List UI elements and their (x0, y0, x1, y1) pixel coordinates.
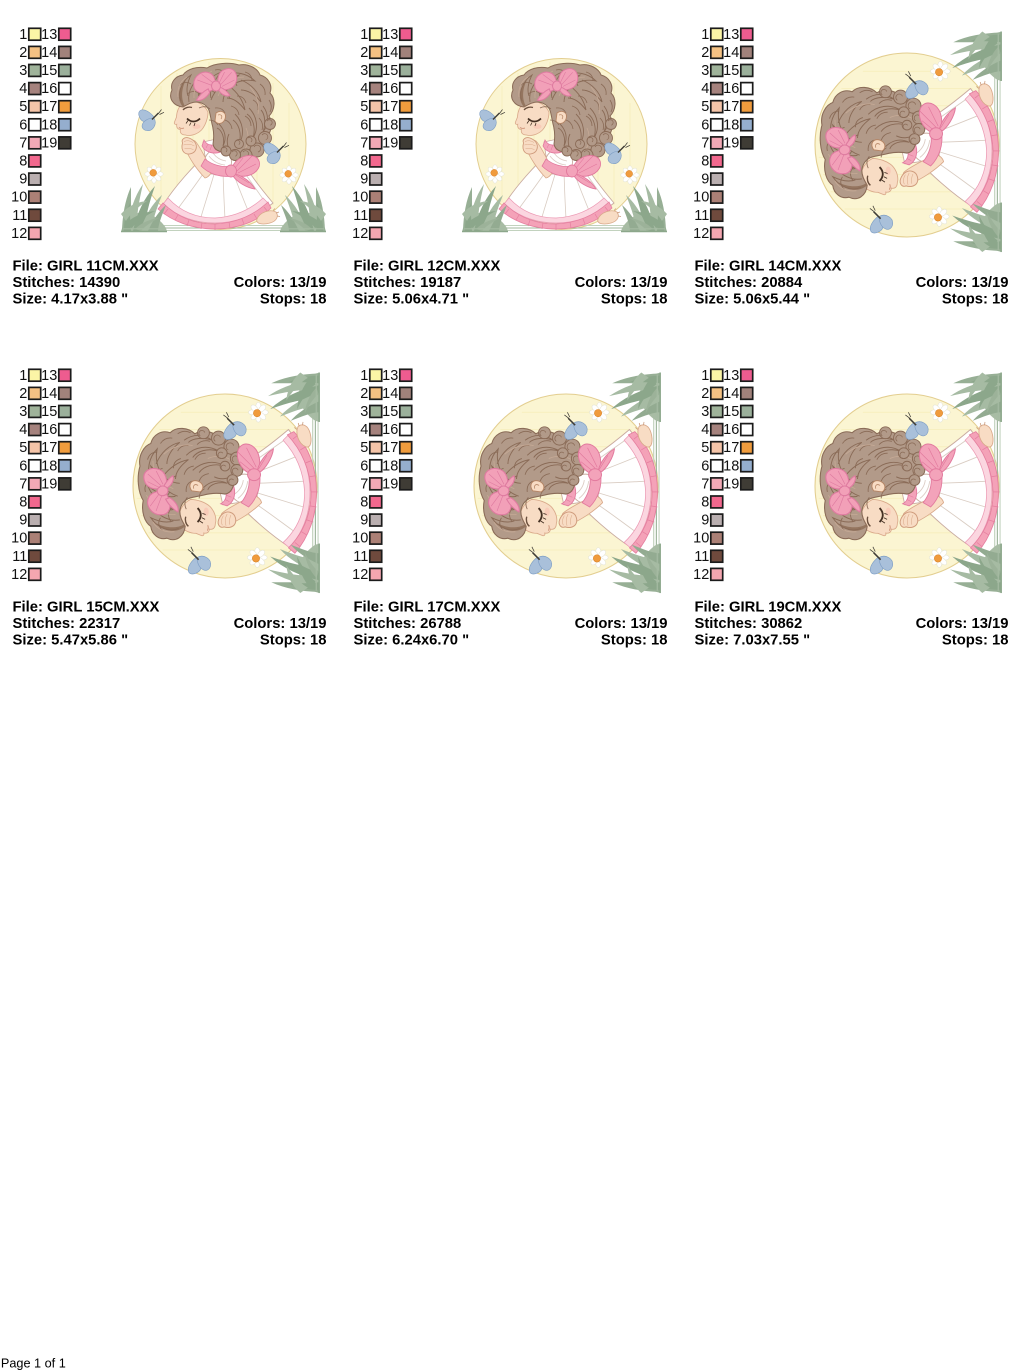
svg-text:Colors: 13/19: Colors: 13/19 (575, 616, 668, 632)
svg-text:File: GIRL 12CM.XXX: File: GIRL 12CM.XXX (354, 258, 501, 274)
svg-text:Size: 5.47x5.86 ": Size: 5.47x5.86 " (13, 633, 129, 649)
svg-text:File: GIRL 11CM.XXX: File: GIRL 11CM.XXX (13, 258, 159, 274)
svg-text:Stitches: 26788: Stitches: 26788 (354, 616, 462, 632)
svg-text:File: GIRL 17CM.XXX: File: GIRL 17CM.XXX (354, 599, 501, 615)
svg-text:Stitches: 30862: Stitches: 30862 (695, 616, 803, 632)
svg-text:Page 1 of 1: Page 1 of 1 (1, 1356, 66, 1370)
svg-text:Stitches: 20884: Stitches: 20884 (695, 275, 804, 291)
svg-text:Stops: 18: Stops: 18 (601, 292, 668, 308)
svg-text:Stops: 18: Stops: 18 (942, 633, 1009, 649)
svg-text:Stops: 18: Stops: 18 (260, 633, 327, 649)
svg-text:Stops: 18: Stops: 18 (601, 633, 668, 649)
svg-text:Stops: 18: Stops: 18 (260, 292, 327, 308)
svg-text:Stops: 18: Stops: 18 (942, 292, 1009, 308)
svg-text:Size: 7.03x7.55 ": Size: 7.03x7.55 " (695, 633, 811, 649)
svg-text:Stitches: 22317: Stitches: 22317 (13, 616, 121, 632)
svg-text:File: GIRL 15CM.XXX: File: GIRL 15CM.XXX (13, 599, 160, 615)
svg-text:Size: 5.06x4.71 ": Size: 5.06x4.71 " (354, 292, 470, 308)
svg-text:Size: 6.24x6.70 ": Size: 6.24x6.70 " (354, 633, 470, 649)
svg-text:Colors: 13/19: Colors: 13/19 (575, 275, 668, 291)
svg-text:File: GIRL 19CM.XXX: File: GIRL 19CM.XXX (695, 599, 842, 615)
svg-text:Colors: 13/19: Colors: 13/19 (916, 616, 1009, 632)
svg-text:Colors: 13/19: Colors: 13/19 (234, 275, 327, 291)
svg-text:Size: 5.06x5.44 ": Size: 5.06x5.44 " (695, 292, 811, 308)
svg-text:Stitches: 19187: Stitches: 19187 (354, 275, 462, 291)
svg-text:Colors: 13/19: Colors: 13/19 (234, 616, 327, 632)
svg-text:Stitches: 14390: Stitches: 14390 (13, 275, 121, 291)
svg-text:Size: 4.17x3.88 ": Size: 4.17x3.88 " (13, 292, 129, 308)
svg-text:File: GIRL 14CM.XXX: File: GIRL 14CM.XXX (695, 258, 842, 274)
svg-text:Colors: 13/19: Colors: 13/19 (916, 275, 1009, 291)
